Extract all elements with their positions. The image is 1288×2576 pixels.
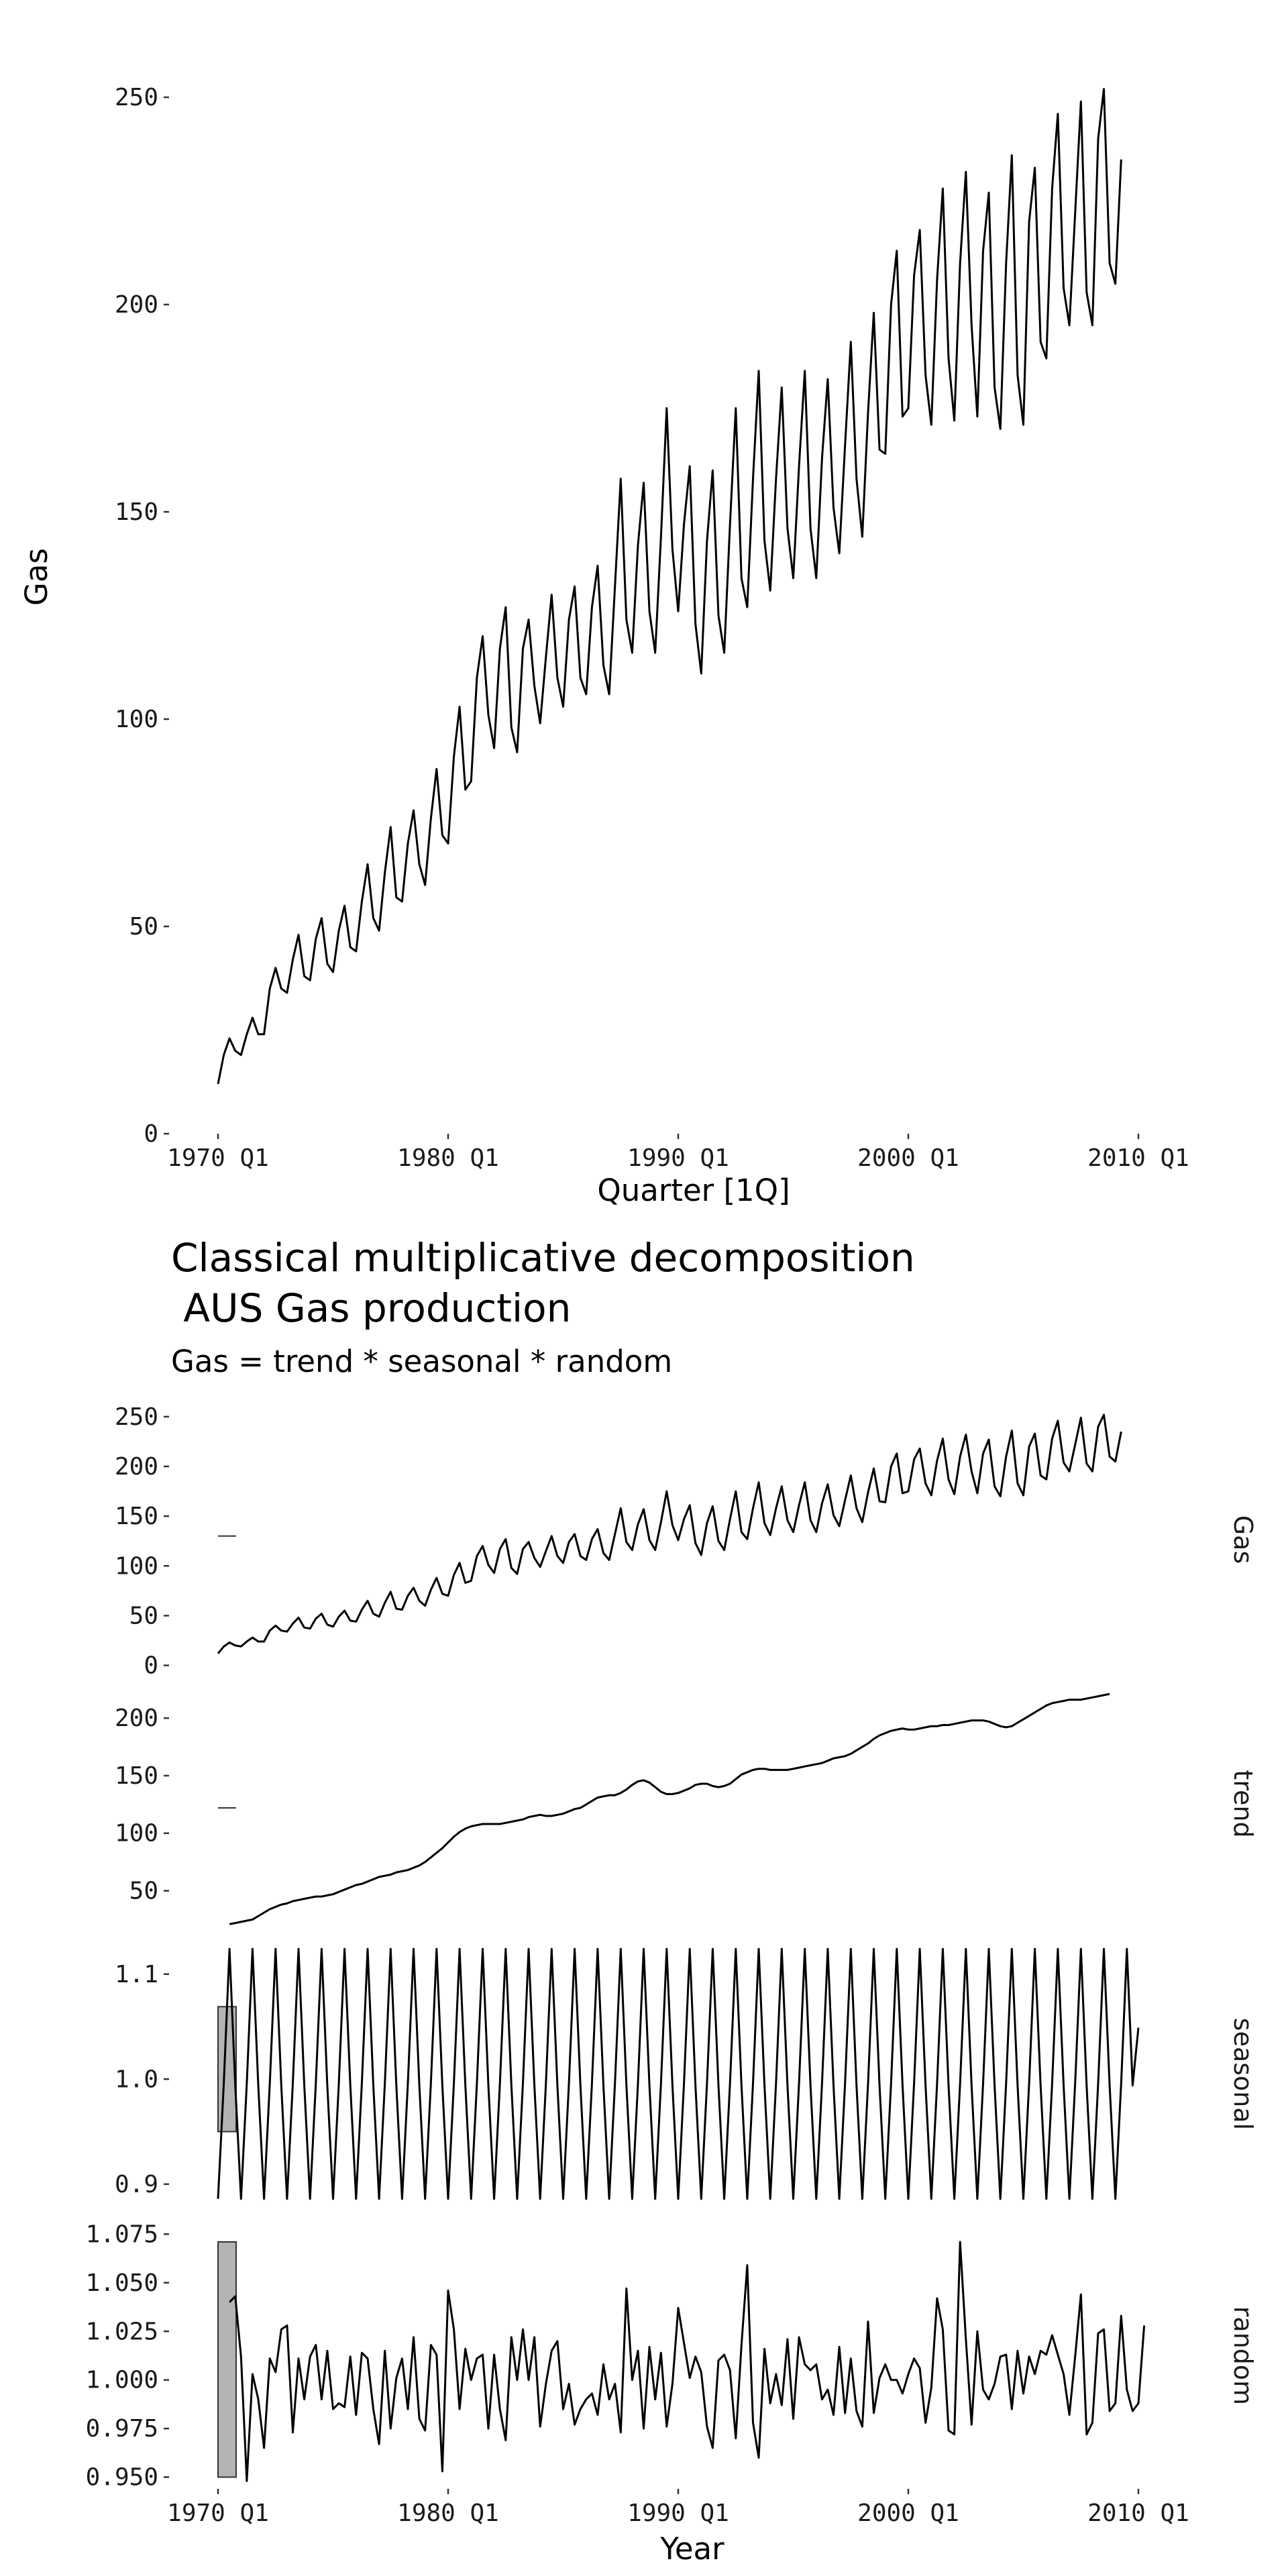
panel-trend: 50 100 150 200 trend [115, 1693, 1258, 1925]
panel-strip-label: trend [1228, 1770, 1258, 1837]
panel-strip-label: Gas [1228, 1515, 1258, 1564]
panel-y-tick-label: 100 [115, 1820, 158, 1847]
panel-strip-label: seasonal [1228, 2018, 1258, 2130]
panel-y-tick-label: 1.000 [86, 2367, 158, 2394]
decomposition-x-tick-label: 1970 Q1 [167, 2500, 269, 2527]
top-y-tick-label: 50 [129, 913, 158, 941]
top-y-tick-label: 250 [115, 84, 158, 111]
top-y-tick-label: 200 [115, 291, 158, 319]
decomposition-x-tick-label: 2010 Q1 [1087, 2500, 1189, 2527]
top-y-tick-label: 100 [115, 706, 158, 733]
top-x-tick-label: 2000 Q1 [857, 1144, 959, 1172]
panel-strip-label: random [1228, 2306, 1258, 2405]
panel-y-tick-label: 0.975 [86, 2415, 158, 2443]
panel-y-tick-label: 1.0 [115, 2065, 158, 2093]
top-y-axis-title: Gas [19, 548, 54, 606]
top-gas-series-line [217, 88, 1122, 1085]
panel-trend-series-line [229, 1693, 1110, 1925]
top-x-tick-label: 1970 Q1 [167, 1144, 269, 1172]
decomposition-title-line-1: Classical multiplicative decomposition [171, 1235, 915, 1281]
decomposition-x-tick-label: 2000 Q1 [857, 2500, 959, 2527]
panel-y-tick-label: 100 [115, 1552, 158, 1580]
top-y-ticks: 0 50 100 150 200 250 [115, 84, 169, 1148]
top-x-tick-label: 1980 Q1 [397, 1144, 499, 1172]
decomposition-x-axis-title: Year [659, 2531, 724, 2567]
panel-y-tick-label: 150 [115, 1762, 158, 1790]
panel-seasonal: 0.9 1.0 1.1 seasonal [115, 1947, 1258, 2200]
panel-y-tick-label: 1.025 [86, 2318, 158, 2345]
panel-random-series-line [229, 2241, 1146, 2482]
top-x-tick-label: 1990 Q1 [627, 1144, 729, 1172]
panel-y-tick-label: 1.1 [115, 1961, 158, 1988]
decomposition-subtitle: Gas = trend * seasonal * random [171, 1344, 672, 1379]
decomposition-x-tick-label: 1990 Q1 [627, 2500, 729, 2527]
panel-y-tick-label: 200 [115, 1453, 158, 1481]
decomposition-panels: 0 50 100 150 200 250 Gas 50 100 150 200 trend 0.9 1.0… [86, 1403, 1258, 2527]
decomposition-x-ticks: 1970 Q1 1980 Q1 1990 Q1 2000 Q1 2010 Q1 [167, 2489, 1189, 2527]
top-y-tick-label: 0 [144, 1120, 158, 1148]
panel-random: 0.950 0.975 1.000 1.025 1.050 1.075 random [86, 2220, 1258, 2491]
top-y-tick-label: 150 [115, 498, 158, 526]
panel-y-tick-label: 0 [144, 1652, 158, 1680]
panel-y-tick-label: 0.9 [115, 2171, 158, 2198]
panel-Gas-series-line [217, 1413, 1122, 1654]
panel-y-tick-label: 150 [115, 1503, 158, 1530]
panel-y-tick-label: 1.050 [86, 2269, 158, 2297]
decomposition-title-line-2: AUS Gas production [171, 1285, 571, 1331]
top-x-tick-label: 2010 Q1 [1087, 1144, 1189, 1172]
panel-scale-bar [217, 2241, 237, 2478]
decomposition-x-tick-label: 1980 Q1 [397, 2500, 499, 2527]
top-x-ticks: 1970 Q1 1980 Q1 1990 Q1 2000 Q1 2010 Q1 [167, 1134, 1189, 1172]
top-x-axis-title: Quarter [1Q] [597, 1173, 790, 1208]
panel-y-tick-label: 250 [115, 1403, 158, 1431]
panel-y-tick-label: 200 [115, 1705, 158, 1732]
panel-Gas: 0 50 100 150 200 250 Gas [115, 1403, 1258, 1680]
panel-y-tick-label: 50 [129, 1602, 158, 1629]
top-chart: Gas Quarter [1Q] 0 50 100 150 200 250 1970 Q1… [19, 84, 1189, 1208]
panel-y-tick-label: 1.075 [86, 2220, 158, 2248]
panel-y-tick-label: 0.950 [86, 2464, 158, 2491]
panel-y-tick-label: 50 [129, 1878, 158, 1905]
panel-seasonal-series-line [217, 1947, 1140, 2200]
